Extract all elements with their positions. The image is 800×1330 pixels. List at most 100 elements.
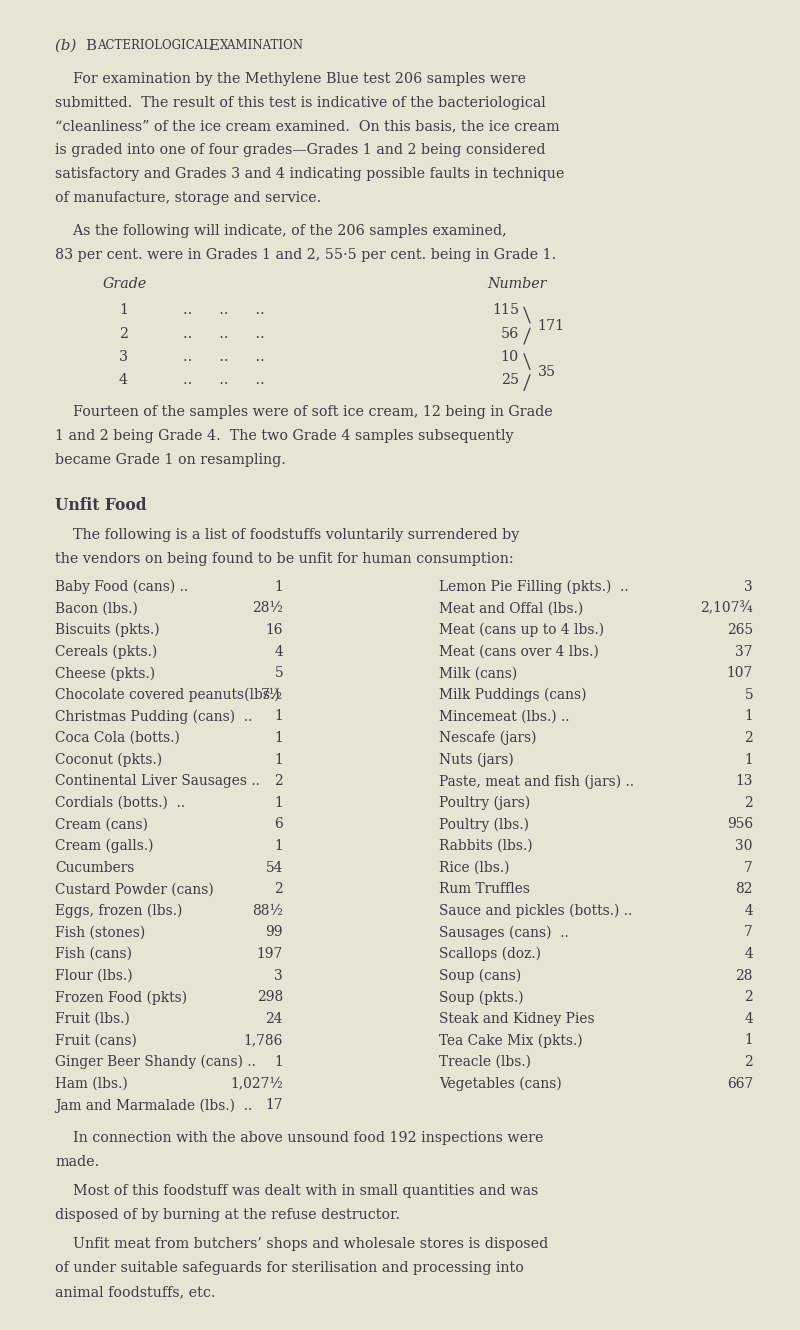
Text: B: B: [86, 39, 97, 53]
Text: Eggs, frozen (lbs.): Eggs, frozen (lbs.): [55, 904, 182, 918]
Text: Fruit (lbs.): Fruit (lbs.): [55, 1012, 130, 1025]
Text: Fruit (cans): Fruit (cans): [55, 1033, 137, 1048]
Text: “cleanliness” of the ice cream examined.  On this basis, the ice cream: “cleanliness” of the ice cream examined.…: [55, 120, 560, 133]
Text: Rum Truffles: Rum Truffles: [439, 882, 530, 896]
Text: 25: 25: [501, 374, 519, 387]
Text: Rabbits (lbs.): Rabbits (lbs.): [439, 839, 533, 853]
Text: Nescafe (jars): Nescafe (jars): [439, 732, 537, 745]
Text: Meat (cans up to 4 lbs.): Meat (cans up to 4 lbs.): [439, 622, 604, 637]
Text: Unfit Food: Unfit Food: [55, 497, 146, 513]
Text: Scallops (doz.): Scallops (doz.): [439, 947, 541, 962]
Text: the vendors on being found to be unfit for human consumption:: the vendors on being found to be unfit f…: [55, 552, 514, 565]
Text: 83 per cent. were in Grades 1 and 2, 55·5 per cent. being in Grade 1.: 83 per cent. were in Grades 1 and 2, 55·…: [55, 247, 556, 262]
Text: Meat (cans over 4 lbs.): Meat (cans over 4 lbs.): [439, 645, 599, 658]
Text: 1: 1: [274, 580, 283, 593]
Text: 298: 298: [257, 991, 283, 1004]
Text: 10: 10: [501, 350, 519, 364]
Text: Christmas Pudding (cans)  ..: Christmas Pudding (cans) ..: [55, 709, 252, 724]
Text: Coca Cola (botts.): Coca Cola (botts.): [55, 732, 180, 745]
Text: 1,027½: 1,027½: [230, 1076, 283, 1091]
Text: 16: 16: [266, 622, 283, 637]
Text: Mincemeat (lbs.) ..: Mincemeat (lbs.) ..: [439, 709, 570, 724]
Text: Lemon Pie Filling (pkts.)  ..: Lemon Pie Filling (pkts.) ..: [439, 580, 629, 595]
Text: disposed of by burning at the refuse destructor.: disposed of by burning at the refuse des…: [55, 1208, 400, 1222]
Text: 54: 54: [266, 861, 283, 875]
Text: Poultry (jars): Poultry (jars): [439, 795, 530, 810]
Text: Cream (cans): Cream (cans): [55, 818, 148, 831]
Text: 1: 1: [119, 303, 128, 318]
Text: 28: 28: [735, 968, 753, 983]
Text: E: E: [209, 39, 219, 53]
Text: 88½: 88½: [252, 904, 283, 918]
Text: Continental Liver Sausages ..: Continental Liver Sausages ..: [55, 774, 260, 789]
Text: animal foodstuffs, etc.: animal foodstuffs, etc.: [55, 1285, 215, 1299]
Text: 1: 1: [274, 709, 283, 724]
Text: 99: 99: [266, 926, 283, 939]
Text: (b): (b): [55, 39, 81, 53]
Text: 82: 82: [735, 882, 753, 896]
Text: 24: 24: [266, 1012, 283, 1025]
Text: ..      ..      ..: .. .. ..: [183, 303, 265, 318]
Text: 5: 5: [744, 688, 753, 702]
Text: Baby Food (cans) ..: Baby Food (cans) ..: [55, 580, 188, 595]
Text: 115: 115: [492, 303, 519, 318]
Text: Grade: Grade: [103, 277, 147, 291]
Text: Treacle (lbs.): Treacle (lbs.): [439, 1055, 531, 1069]
Text: 3: 3: [119, 350, 128, 364]
Text: Poultry (lbs.): Poultry (lbs.): [439, 818, 529, 831]
Text: Cream (galls.): Cream (galls.): [55, 839, 154, 854]
Text: 197: 197: [257, 947, 283, 962]
Text: 1,786: 1,786: [244, 1033, 283, 1048]
Text: 3: 3: [274, 968, 283, 983]
Text: 1: 1: [744, 1033, 753, 1048]
Text: Biscuits (pkts.): Biscuits (pkts.): [55, 622, 160, 637]
Text: Frozen Food (pkts): Frozen Food (pkts): [55, 991, 187, 1004]
Text: Fourteen of the samples were of soft ice cream, 12 being in Grade: Fourteen of the samples were of soft ice…: [55, 406, 553, 419]
Text: 2: 2: [744, 795, 753, 810]
Text: 1 and 2 being Grade 4.  The two Grade 4 samples subsequently: 1 and 2 being Grade 4. The two Grade 4 s…: [55, 430, 514, 443]
Text: 2: 2: [744, 991, 753, 1004]
Text: Chocolate covered peanuts(lbs.): Chocolate covered peanuts(lbs.): [55, 688, 280, 702]
Text: 1: 1: [744, 753, 753, 766]
Text: of manufacture, storage and service.: of manufacture, storage and service.: [55, 192, 322, 205]
Text: made.: made.: [55, 1154, 99, 1169]
Text: satisfactory and Grades 3 and 4 indicating possible faults in technique: satisfactory and Grades 3 and 4 indicati…: [55, 168, 564, 181]
Text: Coconut (pkts.): Coconut (pkts.): [55, 753, 162, 767]
Text: The following is a list of foodstuffs voluntarily surrendered by: The following is a list of foodstuffs vo…: [55, 528, 519, 541]
Text: 35: 35: [538, 366, 555, 379]
Text: 2: 2: [274, 774, 283, 789]
Text: Cucumbers: Cucumbers: [55, 861, 134, 875]
Text: 2: 2: [119, 327, 128, 340]
Text: Vegetables (cans): Vegetables (cans): [439, 1076, 562, 1091]
Text: 1: 1: [274, 1055, 283, 1069]
Text: For examination by the Methylene Blue test 206 samples were: For examination by the Methylene Blue te…: [55, 72, 526, 86]
Text: Tea Cake Mix (pkts.): Tea Cake Mix (pkts.): [439, 1033, 582, 1048]
Text: 4: 4: [744, 1012, 753, 1025]
Text: 56: 56: [501, 327, 519, 340]
Text: Flour (lbs.): Flour (lbs.): [55, 968, 133, 983]
Text: became Grade 1 on resampling.: became Grade 1 on resampling.: [55, 454, 286, 467]
Text: 3: 3: [744, 580, 753, 593]
Text: 7: 7: [744, 926, 753, 939]
Text: 6: 6: [274, 818, 283, 831]
Text: 2: 2: [744, 1055, 753, 1069]
Text: Fish (cans): Fish (cans): [55, 947, 132, 962]
Text: 28½: 28½: [252, 601, 283, 616]
Text: is graded into one of four grades—Grades 1 and 2 being considered: is graded into one of four grades—Grades…: [55, 144, 546, 157]
Text: 4: 4: [119, 374, 128, 387]
Text: ACTERIOLOGICAL: ACTERIOLOGICAL: [97, 39, 214, 52]
Text: 4: 4: [744, 904, 753, 918]
Text: 2: 2: [744, 732, 753, 745]
Text: Cheese (pkts.): Cheese (pkts.): [55, 666, 155, 681]
Text: Most of this foodstuff was dealt with in small quantities and was: Most of this foodstuff was dealt with in…: [55, 1184, 538, 1198]
Text: 107: 107: [726, 666, 753, 680]
Text: Bacon (lbs.): Bacon (lbs.): [55, 601, 138, 616]
Text: 17: 17: [266, 1099, 283, 1112]
Text: 2,107¾: 2,107¾: [700, 601, 753, 616]
Text: 1: 1: [744, 709, 753, 724]
Text: Rice (lbs.): Rice (lbs.): [439, 861, 510, 875]
Text: Milk (cans): Milk (cans): [439, 666, 518, 680]
Text: Number: Number: [487, 277, 546, 291]
Text: Jam and Marmalade (lbs.)  ..: Jam and Marmalade (lbs.) ..: [55, 1099, 252, 1113]
Text: Nuts (jars): Nuts (jars): [439, 753, 514, 767]
